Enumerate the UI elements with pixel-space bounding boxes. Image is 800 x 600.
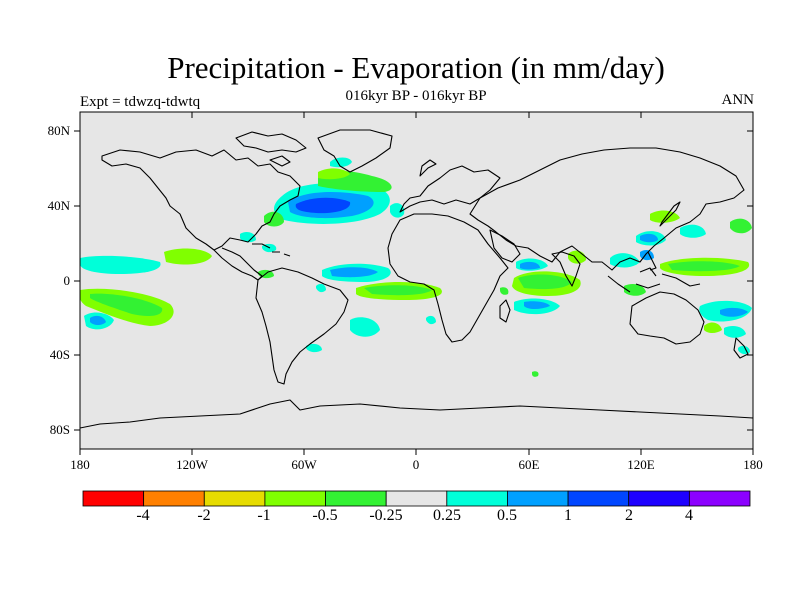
coastlines bbox=[80, 129, 753, 429]
region-andes-cyan bbox=[316, 283, 326, 293]
chart-subtitle: 016kyr BP - 016kyr BP bbox=[345, 88, 487, 104]
y-axis-ticks bbox=[74, 130, 753, 431]
region-somali-blue bbox=[520, 261, 540, 270]
colorbar-swatch bbox=[385, 490, 448, 507]
region-maritime-green bbox=[624, 284, 646, 296]
region-npac-green bbox=[730, 218, 752, 234]
colorbar-label: -0.5 bbox=[312, 507, 338, 524]
colorbar-label: -4 bbox=[136, 507, 150, 524]
region-labrador-cyan bbox=[330, 157, 352, 168]
x-label-180e: 180 bbox=[743, 457, 763, 472]
colorbar-label: 0.25 bbox=[433, 507, 461, 524]
colorbar bbox=[82, 490, 751, 507]
colorbar-swatch bbox=[507, 490, 569, 507]
region-central-pac-green bbox=[164, 248, 212, 265]
coast-africa bbox=[387, 213, 509, 343]
region-npac-cyan bbox=[680, 224, 706, 238]
region-spac-east-blue bbox=[90, 315, 106, 325]
experiment-label: Expt = tdwzq-tdwtq bbox=[80, 94, 201, 110]
region-southatl-cyan bbox=[306, 343, 322, 353]
colorbar-swatch bbox=[567, 490, 630, 507]
colorbar-label: -1 bbox=[257, 507, 271, 524]
region-spac-blue bbox=[720, 307, 748, 317]
coast-south-america bbox=[255, 267, 349, 385]
coast-madagascar bbox=[499, 299, 511, 323]
coast-philippines bbox=[647, 251, 657, 271]
region-tasman-cyan bbox=[724, 326, 746, 338]
coast-arabia bbox=[489, 229, 521, 263]
colorbar-swatch bbox=[628, 490, 690, 507]
x-axis-ticks bbox=[79, 112, 754, 455]
x-label-60w: 60W bbox=[291, 457, 317, 472]
coast-new-zealand bbox=[733, 337, 749, 359]
coast-australia bbox=[629, 291, 705, 345]
precip-evap-field bbox=[80, 157, 752, 377]
colorbar-label: 0.5 bbox=[497, 507, 517, 524]
colorbar-swatch bbox=[82, 490, 145, 507]
coast-japan bbox=[659, 201, 681, 227]
coast-indonesia bbox=[607, 267, 701, 293]
region-indian-blue-south bbox=[524, 301, 550, 309]
colorbar-swatch bbox=[446, 490, 508, 507]
colorbar-swatch bbox=[325, 490, 387, 507]
colorbar-label: -2 bbox=[197, 507, 211, 524]
region-caribbean-cyan bbox=[240, 232, 256, 243]
colorbar-label: 2 bbox=[625, 507, 633, 524]
region-north-atlantic-blue bbox=[295, 197, 351, 214]
colorbar-label: -0.25 bbox=[369, 507, 403, 524]
colorbar-label: 1 bbox=[564, 507, 572, 524]
x-label-180w: 180 bbox=[70, 457, 90, 472]
colorbar-label: 4 bbox=[685, 507, 693, 524]
y-label-80n: 80N bbox=[47, 123, 70, 138]
region-wpac-green bbox=[668, 261, 740, 272]
region-southern-small-green bbox=[532, 371, 539, 377]
region-angola-cyan bbox=[426, 315, 436, 325]
colorbar-swatch bbox=[203, 490, 266, 507]
x-label-120w: 120W bbox=[176, 457, 208, 472]
region-spcz-green bbox=[90, 293, 163, 316]
y-label-0: 0 bbox=[63, 273, 71, 288]
coast-europe bbox=[399, 159, 501, 213]
coast-antarctica bbox=[80, 399, 753, 429]
coast-india bbox=[551, 251, 581, 287]
season-label: ANN bbox=[721, 92, 755, 108]
region-midatlantic-cyan bbox=[390, 203, 405, 218]
colorbar-swatch bbox=[688, 490, 751, 507]
coast-north-america bbox=[101, 149, 301, 251]
region-brazil-cyan bbox=[350, 317, 380, 337]
region-indian-small-green bbox=[500, 287, 509, 295]
colorbar-swatch bbox=[143, 490, 205, 507]
chart-title: Precipitation - Evaporation (in mm/day) bbox=[167, 50, 665, 85]
coast-asia bbox=[469, 147, 745, 271]
region-guinea-green bbox=[364, 285, 432, 296]
region-central-pac-cyan bbox=[80, 255, 161, 274]
x-label-120e: 120E bbox=[627, 457, 655, 472]
coast-caribbean bbox=[252, 243, 291, 257]
y-label-40s: 40S bbox=[49, 347, 70, 362]
y-label-80s: 80S bbox=[49, 422, 70, 437]
region-arabian-green bbox=[518, 274, 572, 290]
x-label-0: 0 bbox=[412, 457, 420, 472]
map-background bbox=[80, 112, 753, 449]
region-eq-atlantic-blue bbox=[330, 267, 378, 278]
region-china-blue bbox=[640, 233, 658, 243]
coast-greenland bbox=[317, 129, 393, 173]
colorbar-swatch bbox=[264, 490, 326, 507]
region-nordic-lightgreen bbox=[318, 168, 350, 180]
x-label-60e: 60E bbox=[518, 457, 540, 472]
y-label-40n: 40N bbox=[47, 198, 70, 213]
coast-arctic-islands bbox=[235, 131, 307, 167]
region-spac-lightgreen bbox=[704, 322, 722, 333]
